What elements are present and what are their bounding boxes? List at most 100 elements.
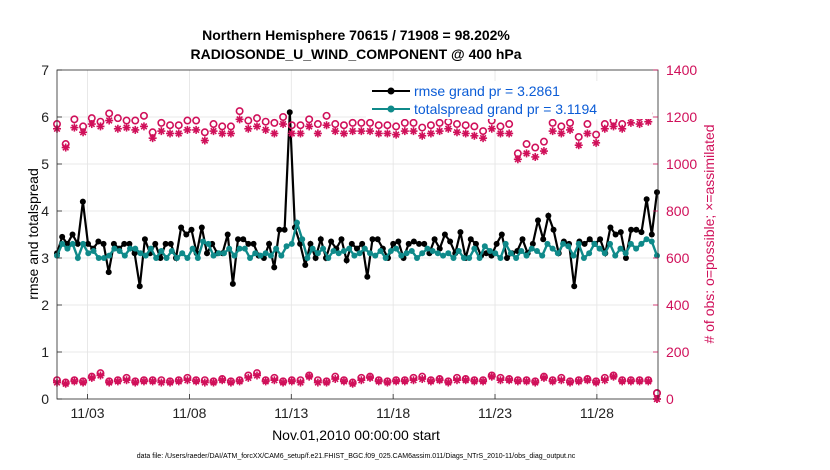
assimilated_low-marker xyxy=(235,377,244,386)
totalspread-point xyxy=(607,240,614,247)
possible-marker xyxy=(418,123,427,132)
assimilated-marker xyxy=(531,152,540,161)
rmse-point xyxy=(519,236,526,243)
assimilated_low-marker xyxy=(218,376,227,385)
assimilated_low-marker xyxy=(400,377,409,386)
rmse-point xyxy=(79,198,86,205)
possible-marker xyxy=(270,118,279,127)
totalspread-point xyxy=(487,247,494,254)
rmse-point xyxy=(374,236,381,243)
totalspread-point xyxy=(137,250,144,257)
totalspread-point xyxy=(633,245,640,252)
possible-marker xyxy=(366,118,375,127)
rmse-point xyxy=(85,240,92,247)
assimilated-marker xyxy=(513,155,522,164)
plot-area xyxy=(57,70,658,399)
totalspread-point xyxy=(226,245,233,252)
possible-marker xyxy=(313,120,322,129)
possible-marker xyxy=(322,111,331,120)
totalspread-point xyxy=(643,236,650,243)
totalspread-point xyxy=(158,247,165,254)
totalspread-point xyxy=(262,250,269,257)
totalspread-point xyxy=(627,240,634,247)
totalspread-point xyxy=(434,250,441,257)
rmse-point xyxy=(229,280,236,287)
assimilated_low-marker xyxy=(226,378,235,387)
rmse-point xyxy=(110,240,117,247)
assimilated-marker xyxy=(392,130,401,139)
axis-ticks: 11/03 11/08 11/13 11/18 11/23 11/28 0 1 2 3 4 5 6 7 0 2… xyxy=(41,62,697,421)
rmse-point xyxy=(535,217,542,224)
assimilated_low-marker xyxy=(600,376,609,385)
assimilated_low-marker xyxy=(505,376,514,385)
rmse-point xyxy=(643,196,650,203)
assimilated-marker xyxy=(139,122,148,131)
totalspread-point xyxy=(205,240,212,247)
totalspread-point xyxy=(231,252,238,259)
rmse-point xyxy=(472,240,479,247)
possible-marker xyxy=(409,118,418,127)
assimilated_low-marker xyxy=(339,377,348,386)
possible-marker xyxy=(131,116,140,125)
assimilated-marker xyxy=(400,127,409,136)
assimilated-marker xyxy=(592,138,601,147)
totalspread-point xyxy=(408,247,415,254)
totalspread-point xyxy=(367,250,374,257)
rmse-point xyxy=(353,245,360,252)
rmse-point xyxy=(638,229,645,236)
totalspread-point xyxy=(90,247,97,254)
rmse-point xyxy=(162,240,169,247)
assimilated-marker xyxy=(348,127,357,136)
assimilated-marker xyxy=(322,121,331,130)
assimilated-marker xyxy=(357,127,366,136)
legend-rmse-marker xyxy=(387,87,395,95)
rmse-point xyxy=(131,250,138,257)
possible-marker xyxy=(574,132,583,141)
totalspread-point xyxy=(283,243,290,250)
totalspread-point xyxy=(257,252,264,259)
assimilated-marker xyxy=(157,127,166,136)
assimilated_low-marker xyxy=(496,376,505,385)
rmse-point xyxy=(126,240,133,247)
possible-marker xyxy=(166,121,175,130)
assimilated_low-marker xyxy=(113,377,122,386)
totalspread-point xyxy=(356,250,363,257)
assimilated-marker xyxy=(461,129,470,138)
totalspread-point xyxy=(194,255,201,261)
rmse-point xyxy=(628,226,635,233)
totalspread-point xyxy=(570,252,577,259)
assimilated-marker xyxy=(418,131,427,140)
totalspread-point xyxy=(622,250,629,257)
assimilated-marker xyxy=(496,129,505,138)
totalspread-point xyxy=(471,245,478,252)
totalspread-point xyxy=(64,245,71,252)
totalspread-point xyxy=(560,240,567,247)
totalspread-point xyxy=(335,250,342,257)
possible-marker xyxy=(357,118,366,127)
totalspread-point xyxy=(241,245,248,252)
totalspread-point xyxy=(382,255,389,261)
plot-frame xyxy=(56,69,659,400)
totalspread-point xyxy=(127,245,134,252)
assimilated_low-marker xyxy=(644,377,653,386)
assimilated_low-marker xyxy=(105,378,114,387)
totalspread-point xyxy=(596,245,603,252)
totalspread-point xyxy=(387,247,394,254)
assimilated_low-marker xyxy=(366,373,375,382)
assimilated_low-marker xyxy=(322,378,331,387)
y-axis-label-right: # of obs: o=possible; ×=assimilated xyxy=(701,124,717,343)
rmse-point xyxy=(183,231,190,238)
assimilated-marker xyxy=(296,129,305,138)
assimilated_low-marker xyxy=(131,378,140,387)
totalspread-point xyxy=(575,240,582,247)
totalspread-point xyxy=(497,255,504,261)
assimilated-marker xyxy=(252,122,261,131)
totalspread-point xyxy=(653,252,660,259)
possible-marker xyxy=(183,116,192,125)
rmse-point xyxy=(364,273,371,280)
rmse-point xyxy=(586,236,593,243)
possible-marker xyxy=(348,118,357,127)
totalspread-point xyxy=(492,250,499,257)
totalspread-point xyxy=(460,255,467,261)
totalspread-point xyxy=(403,250,410,257)
